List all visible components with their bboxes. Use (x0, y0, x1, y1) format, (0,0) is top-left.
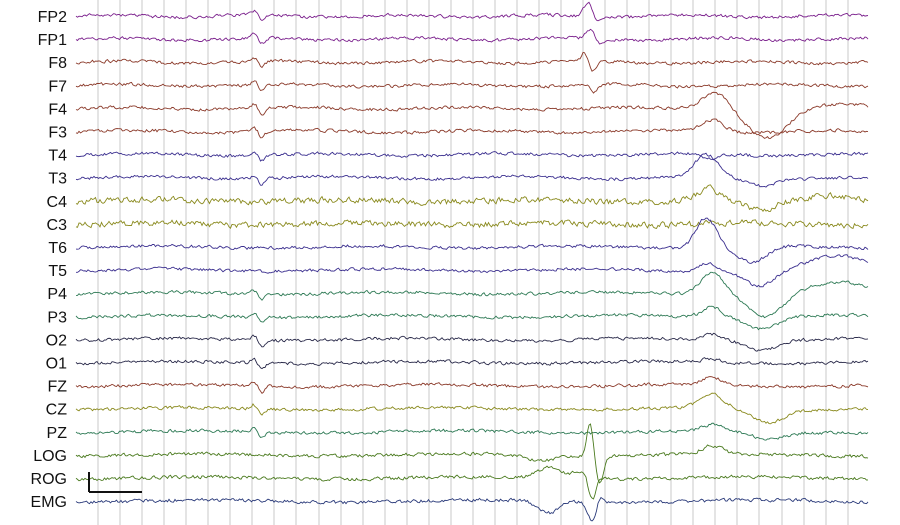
channel-label-o2: O2 (46, 332, 67, 349)
channel-label-t6: T6 (48, 240, 67, 257)
channel-label-emg: EMG (31, 494, 67, 511)
trace-log (76, 424, 868, 483)
trace-o2 (76, 333, 868, 351)
trace-c4 (76, 185, 868, 212)
trace-emg (76, 498, 868, 521)
trace-t5 (76, 255, 868, 287)
channel-label-cz: CZ (46, 402, 68, 419)
channel-label-fz: FZ (47, 379, 67, 396)
channel-label-fp1: FP1 (38, 32, 67, 49)
trace-fz (76, 377, 868, 394)
trace-f7 (76, 81, 868, 93)
trace-o1 (76, 358, 868, 369)
time-grid (98, 0, 848, 525)
channel-label-t5: T5 (48, 263, 67, 280)
channel-label-p4: P4 (47, 286, 67, 303)
trace-fp2 (76, 2, 868, 20)
channel-label-pz: PZ (47, 425, 68, 442)
trace-f4 (76, 92, 868, 138)
trace-t3 (76, 153, 868, 187)
channel-label-t3: T3 (48, 171, 67, 188)
channel-label-fp2: FP2 (38, 9, 67, 26)
trace-rog (76, 466, 868, 499)
channel-label-log: LOG (33, 448, 67, 465)
channel-label-f3: F3 (48, 125, 67, 142)
scale-bar (89, 472, 142, 492)
channel-label-f7: F7 (48, 78, 67, 95)
trace-fp1 (76, 29, 868, 44)
trace-p4 (76, 272, 868, 317)
trace-f3 (76, 119, 868, 138)
trace-f8 (76, 52, 868, 71)
channel-labels: FP2 FP1 F8 F7 F4 F3 T4 T3 C4 C3 T6 T5 P4 P3 O2 O1 FZ CZ PZ… (31, 9, 68, 511)
channel-label-f4: F4 (48, 101, 67, 118)
channel-label-t4: T4 (48, 148, 67, 165)
trace-pz (76, 423, 868, 440)
channel-label-o1: O1 (46, 356, 67, 373)
trace-p3 (76, 306, 868, 330)
trace-c3 (76, 220, 868, 229)
channel-label-p3: P3 (47, 309, 67, 326)
channel-label-c3: C3 (47, 217, 68, 234)
channel-label-f8: F8 (48, 55, 67, 72)
trace-cz (76, 393, 868, 424)
trace-t4 (76, 152, 868, 161)
channel-label-c4: C4 (47, 194, 68, 211)
trace-area (76, 2, 868, 521)
channel-label-rog: ROG (31, 471, 67, 488)
